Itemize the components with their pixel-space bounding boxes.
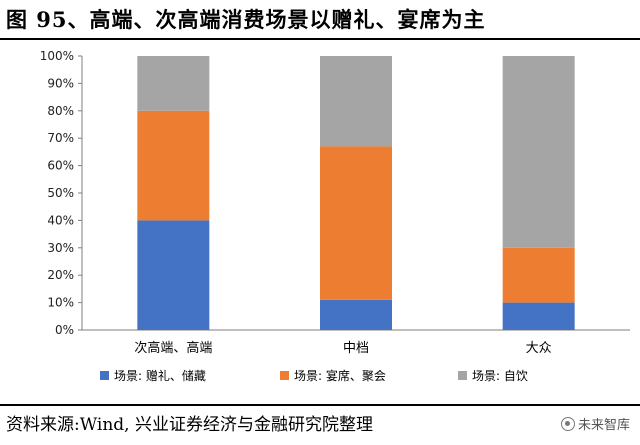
y-tick-label: 0% bbox=[55, 323, 74, 337]
y-tick-label: 10% bbox=[47, 296, 74, 310]
y-tick-label: 40% bbox=[47, 213, 74, 227]
y-tick-label: 80% bbox=[47, 104, 74, 118]
y-tick-label: 50% bbox=[47, 186, 74, 200]
source-divider bbox=[0, 404, 640, 406]
bar-segment-1-1 bbox=[320, 146, 392, 300]
bar-segment-1-0 bbox=[320, 299, 392, 330]
legend-label-2: 场景: 自饮 bbox=[472, 369, 528, 383]
y-tick-label: 20% bbox=[47, 268, 74, 282]
title-divider bbox=[0, 38, 640, 40]
legend-label-1: 场景: 宴席、聚会 bbox=[294, 368, 386, 383]
legend-swatch-1 bbox=[280, 371, 289, 380]
watermark-text: 未来智库 bbox=[577, 418, 630, 433]
bar-segment-0-2 bbox=[137, 56, 210, 111]
bar-segment-1-2 bbox=[320, 56, 392, 147]
watermark-logo-icon bbox=[560, 416, 575, 431]
x-category-label: 中档 bbox=[343, 341, 369, 356]
y-tick-label: 100% bbox=[40, 49, 74, 63]
legend-swatch-0 bbox=[100, 371, 109, 380]
y-tick-label: 70% bbox=[47, 131, 74, 145]
stacked-bar-chart: 0% 10% 20% 30% 40% 50% 60% 70% 80% 90% 100% 次高端、高端 中… bbox=[40, 49, 630, 383]
legend-label-0: 场景: 赠礼、储藏 bbox=[114, 368, 206, 383]
y-tick-label: 90% bbox=[47, 76, 74, 90]
bar-segment-0-0 bbox=[137, 220, 210, 330]
bar-segment-2-1 bbox=[502, 247, 575, 303]
watermark: 未来智库 bbox=[560, 414, 630, 433]
x-category-label: 次高端、高端 bbox=[134, 340, 212, 356]
y-tick-label: 60% bbox=[47, 159, 74, 173]
bar-segment-2-0 bbox=[502, 302, 575, 330]
legend-swatch-2 bbox=[458, 371, 467, 380]
chart-title: 图 95、高端、次高端消费场景以赠礼、宴席为主 bbox=[6, 7, 486, 32]
source-note: 资料来源:Wind, 兴业证券经济与金融研究院整理 bbox=[6, 415, 373, 435]
bar-segment-0-1 bbox=[137, 110, 210, 221]
bar-segment-2-2 bbox=[502, 56, 575, 248]
y-tick-label: 30% bbox=[47, 241, 74, 255]
x-category-label: 大众 bbox=[526, 341, 552, 356]
